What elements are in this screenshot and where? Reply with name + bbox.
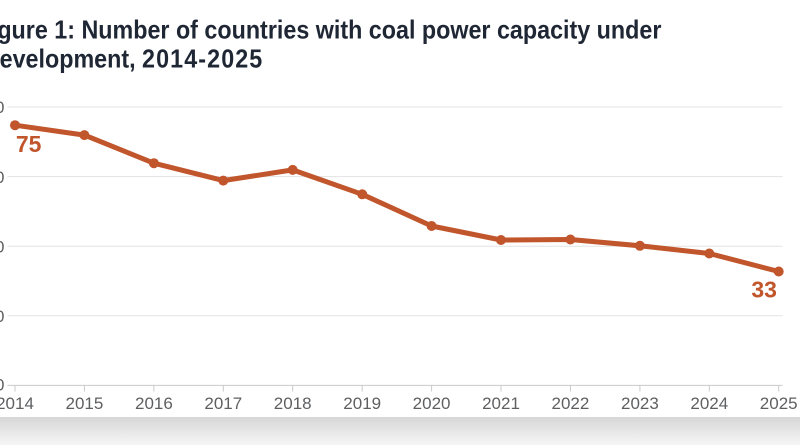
svg-text:2018: 2018 (274, 394, 312, 413)
svg-text:2016: 2016 (135, 394, 173, 413)
svg-text:2020: 2020 (413, 394, 451, 413)
svg-text:20: 20 (0, 307, 5, 326)
svg-text:2023: 2023 (621, 394, 659, 413)
svg-text:80: 80 (0, 98, 5, 117)
svg-text:2014: 2014 (0, 394, 34, 413)
svg-text:2017: 2017 (204, 394, 242, 413)
svg-text:75: 75 (16, 131, 42, 157)
svg-text:60: 60 (0, 168, 5, 187)
svg-text:2025: 2025 (760, 394, 798, 413)
svg-text:0: 0 (0, 375, 5, 394)
svg-text:2022: 2022 (551, 394, 589, 413)
svg-text:2019: 2019 (343, 394, 381, 413)
svg-text:40: 40 (0, 237, 5, 256)
svg-text:33: 33 (751, 277, 777, 303)
svg-text:2021: 2021 (482, 394, 520, 413)
svg-text:2024: 2024 (690, 394, 728, 413)
svg-text:2015: 2015 (65, 394, 103, 413)
